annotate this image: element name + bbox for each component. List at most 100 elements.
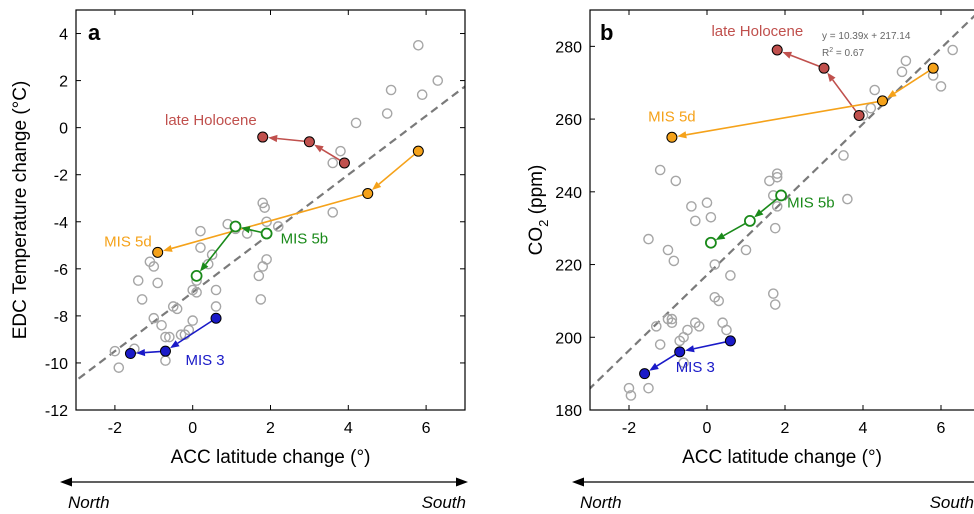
panel-b-data-point: [869, 84, 881, 96]
panel-b-frame: [589, 9, 974, 411]
panel-a-ytick-label: 0: [59, 121, 68, 138]
panel-b-data-point: [771, 168, 783, 179]
panel-b-ytick-label: 240: [555, 185, 582, 202]
panel-a-data-point: [261, 216, 272, 228]
panel-b-data-point: [769, 299, 781, 310]
panel-b-data-point: [643, 382, 654, 394]
panel-a-data-point: [327, 207, 339, 218]
panel-b-data-point: [771, 171, 783, 183]
panel-a-data-point: [156, 319, 167, 331]
panel-a-late-holocene-arrowhead: [268, 134, 278, 143]
panel-b-xtick-label: 4: [859, 420, 868, 437]
panel-a-south-label: South: [422, 493, 466, 512]
panel-b-mis-5d-marker: [877, 95, 888, 107]
panel-b-data-point: [896, 66, 908, 78]
panel-a-data-point: [148, 312, 160, 324]
panel-a-data-point: [175, 329, 187, 341]
panel-a-late-holocene-marker: [257, 131, 269, 143]
panel-a-data-point: [195, 242, 206, 253]
panel-a-data-point: [187, 315, 198, 326]
panel-b-xtick-label: -2: [622, 420, 636, 437]
panel-b-mis-5d-arrowhead: [887, 90, 897, 98]
panel-a-mis-5b-segment: [204, 225, 237, 265]
panel-a-mis-5d-marker: [152, 246, 164, 258]
panel-a-mis-5b-marker: [260, 227, 273, 240]
panel-b-ytick-label: 200: [555, 330, 582, 347]
panel-b-mis-5b-arrowhead: [715, 232, 726, 241]
panel-b-data-point: [768, 288, 779, 299]
panel-a-ytick-label: -6: [54, 262, 68, 279]
panel-b-mis-5b-marker: [744, 215, 756, 227]
panel-a-mis-5b-arrowhead: [240, 226, 251, 234]
panel-b-r-squared: R2 = 0.67: [822, 47, 864, 59]
panel-b-data-point: [654, 339, 666, 350]
panel-b-mis-3-marker: [724, 335, 736, 347]
panel-a-mis-5d-segment: [171, 192, 368, 250]
panel-a-data-point: [113, 362, 125, 373]
panel-b-data-point: [838, 150, 849, 161]
panel-b-data-point: [678, 357, 689, 369]
panel-a-data-point: [257, 261, 269, 272]
panel-a-xtick-label: 0: [188, 420, 197, 437]
panel-b-label: b: [600, 20, 613, 45]
panel-a-label: a: [88, 20, 101, 45]
panel-b-data-point: [643, 233, 654, 245]
panel-b-data-point: [651, 321, 662, 332]
panel-b-direction-arrow: [572, 477, 974, 487]
panel-a-data-point: [413, 39, 424, 51]
panel-b-ytick-label: 280: [555, 39, 582, 56]
panel-b-late-holocene-marker: [853, 109, 865, 121]
panel-a-xtick-label: 4: [344, 420, 353, 437]
panel-a-data-point: [160, 331, 171, 343]
panel-b-ytick-label: 260: [555, 112, 582, 129]
panel-b-late-holocene-label: late Holocene: [711, 23, 803, 40]
panel-a-data-point: [136, 294, 148, 305]
panel-b-mis-5d-segment: [894, 67, 934, 94]
panel-b-late-holocene-marker: [771, 44, 783, 56]
panel-b-mis-3-arrowhead: [685, 345, 695, 353]
panel-b-data-point: [721, 324, 732, 336]
panel-a-xtick-label: 6: [422, 420, 431, 437]
panel-b-data-point: [625, 390, 637, 401]
panel-a-data-point: [385, 84, 397, 96]
panel-a-ytick-label: 2: [59, 74, 68, 91]
panel-a-data-point: [416, 89, 428, 101]
panel-b-data-point: [900, 55, 912, 67]
panel-a-late-holocene-arrowhead: [314, 144, 324, 153]
panel-a: late Holocene MIS 5d MIS 5b MIS 3 -2 0 2 4 6 -12…: [10, 9, 468, 512]
panel-b-data-point: [662, 244, 674, 256]
panel-b-data-point: [666, 313, 678, 325]
panel-a-ytick-label: -10: [45, 356, 68, 373]
panel-b-data-point: [709, 259, 721, 270]
panel-b-data-point: [842, 193, 853, 205]
panel-a-mis-5d-segment: [378, 150, 419, 185]
panel-a-data-point: [272, 221, 284, 232]
panel-b-data-point: [701, 197, 713, 209]
panel-a-mis-5b-label: MIS 5b: [281, 231, 329, 248]
panel-b-mis-5b-arrowhead: [754, 208, 764, 218]
panel-b-data-point: [725, 270, 736, 281]
panel-a-mis-3-arrowhead: [170, 340, 180, 349]
panel-b-ytick-label: 180: [555, 403, 582, 420]
panel-b-mis-3-arrowhead: [649, 362, 659, 371]
panel-a-mis-5b-marker: [229, 220, 242, 233]
panel-b-xtick-label: 0: [703, 420, 712, 437]
panel-a-mis-3-arrowhead: [135, 348, 146, 357]
panel-b-data-point: [666, 317, 678, 329]
panel-a-xtick-label: -2: [108, 420, 122, 437]
panel-a-late-holocene-marker: [338, 157, 350, 169]
panel-b-data-point: [690, 215, 701, 227]
panel-b-mis-3-segment: [693, 340, 731, 350]
panel-b-ytick-label: 220: [555, 258, 582, 275]
panel-b-mis-3-marker: [674, 346, 686, 358]
panel-a-late-holocene-label: late Holocene: [165, 112, 257, 129]
panel-a-data-point: [210, 284, 222, 296]
panel-b-xlabel: ACC latitude change (°): [682, 447, 882, 468]
panel-b-late-holocene-segment: [790, 54, 825, 69]
panel-a-ytick-label: -8: [54, 309, 68, 326]
panel-b-regression-line: [590, 14, 974, 390]
panel-b-data-point: [705, 211, 717, 223]
panel-b-mis-5d-segment: [686, 100, 883, 136]
panel-b-data-point: [668, 255, 680, 267]
